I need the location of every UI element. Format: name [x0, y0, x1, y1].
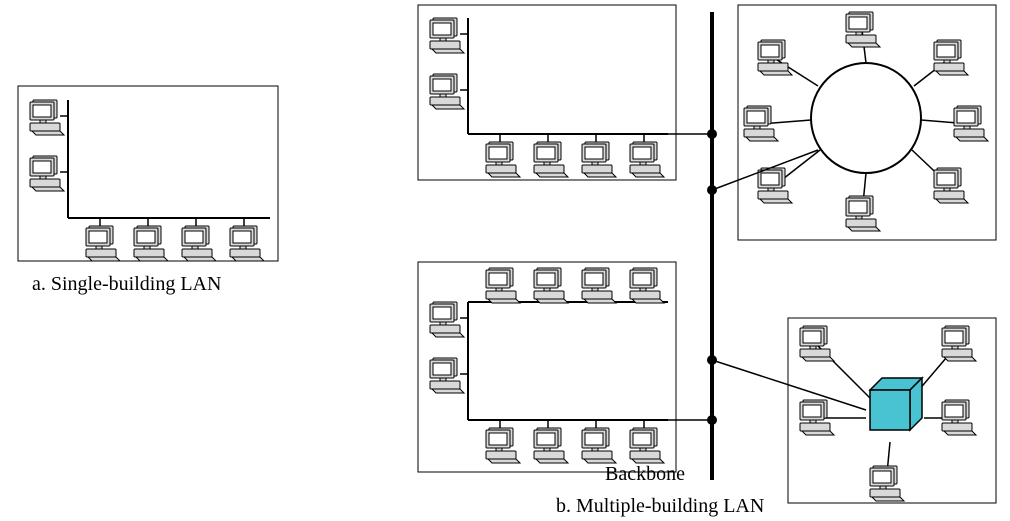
- hub-icon: [870, 390, 910, 430]
- backbone-tap-dot: [707, 355, 717, 365]
- backbone-tap-dot: [707, 185, 717, 195]
- caption-b: b. Multiple-building LAN: [556, 495, 764, 517]
- ring-topology-icon: [811, 63, 921, 173]
- caption-a: a. Single-building LAN: [32, 273, 221, 295]
- backbone-tap-dot: [707, 415, 717, 425]
- backbone-label: Backbone: [605, 463, 685, 485]
- backbone-tap-dot: [707, 129, 717, 139]
